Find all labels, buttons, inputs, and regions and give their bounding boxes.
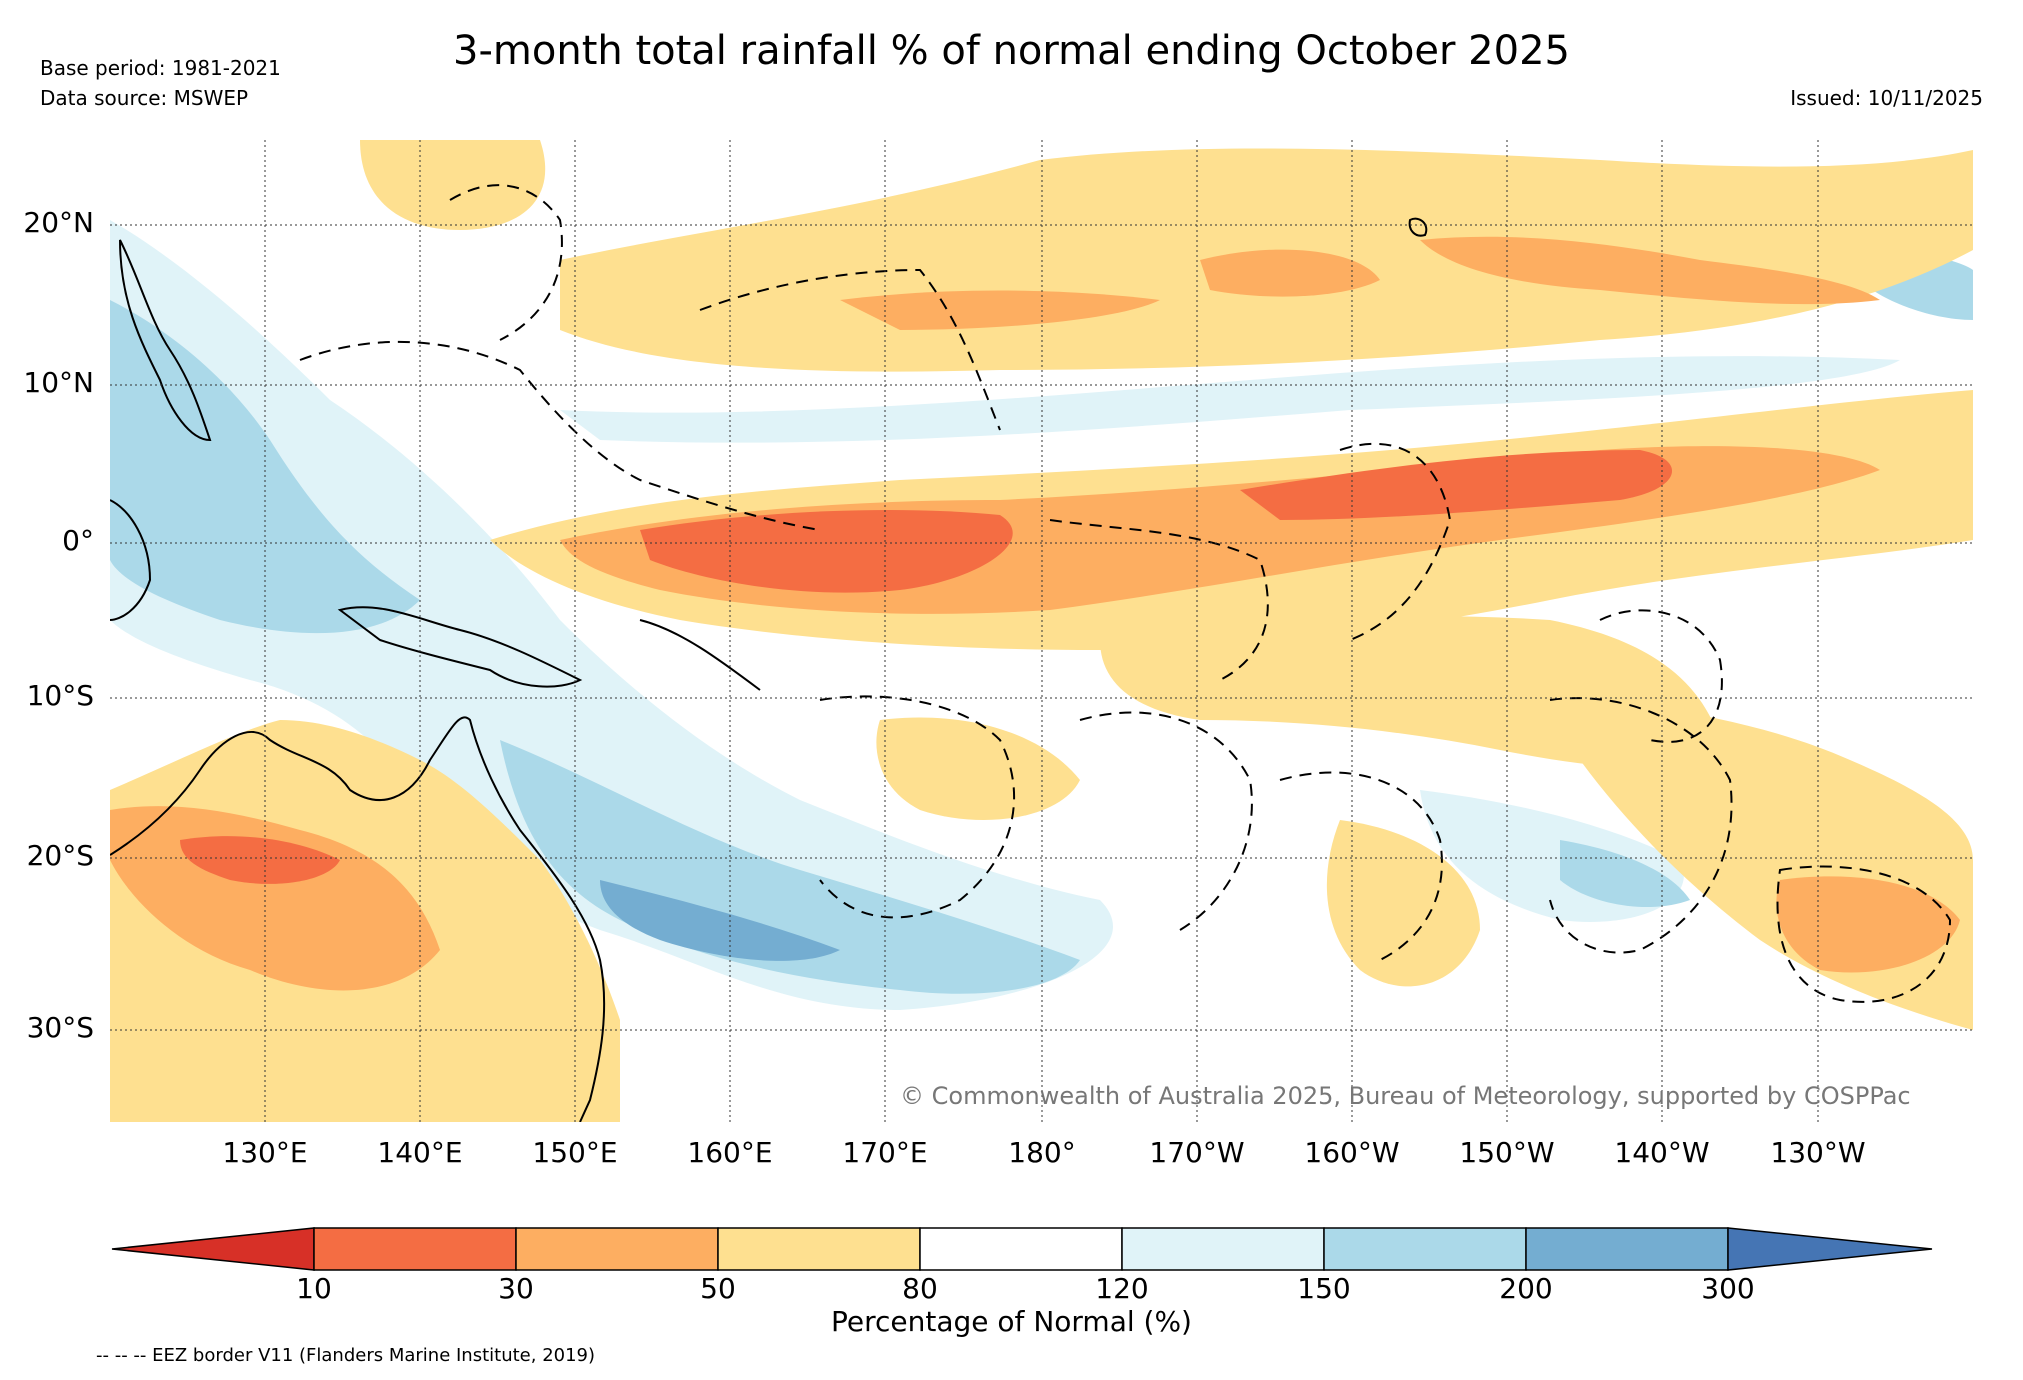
southeast-dry-core	[1776, 876, 1960, 973]
colorbar-segment-below-10	[111, 1227, 315, 1271]
chart-title: 3-month total rainfall % of normal endin…	[453, 28, 1570, 74]
lon-label-160w: 160°W	[1304, 1136, 1400, 1169]
solomons-coastline	[639, 619, 761, 691]
colorbar-title: Percentage of Normal (%)	[831, 1305, 1192, 1338]
eez-border-cooks	[1279, 771, 1443, 961]
australia-coastline	[110, 716, 606, 1122]
eez-border-vanuatu-fiji	[819, 695, 1015, 919]
lon-label-180: 180°	[1008, 1136, 1076, 1169]
lon-label-150w: 150°W	[1459, 1136, 1555, 1169]
colorbar	[111, 1227, 1933, 1271]
coral-sea-very-wet	[600, 880, 840, 961]
lat-label-20s: 20°S	[26, 839, 94, 872]
eez-border-kiribati	[1049, 519, 1269, 681]
equatorial-very-dry-east	[1240, 450, 1673, 520]
colorbar-segment-150-200	[1323, 1227, 1527, 1271]
eez-border-marshalls	[699, 268, 1001, 431]
papua-coastline	[337, 606, 583, 688]
north-tropics-wet-band	[560, 356, 1900, 443]
copyright-notice: © Commonwealth of Australia 2025, Bureau…	[900, 1082, 1911, 1110]
lat-label-0: 0°	[62, 524, 94, 557]
northeast-dry-core	[1420, 236, 1880, 305]
eez-border-tonga	[1079, 711, 1253, 931]
south-pacific-wet-core	[1560, 840, 1690, 908]
eez-border-line-islands	[1339, 442, 1452, 641]
lat-label-20n: 20°N	[23, 206, 94, 239]
lat-label-10s: 10°S	[26, 679, 94, 712]
hawaii-coastline	[1408, 217, 1428, 237]
lat-label-30s: 30°S	[26, 1011, 94, 1044]
lat-label-10n: 10°N	[23, 366, 94, 399]
lon-label-170e: 170°E	[842, 1136, 928, 1169]
rainfall-field	[110, 140, 1973, 1122]
hawaii-dry-core	[1200, 249, 1380, 297]
eez-footnote: -- -- -- EEZ border V11 (Flanders Marine…	[96, 1345, 596, 1366]
colorbar-tick-120: 120	[1095, 1272, 1149, 1305]
colorbar-segment-200-300	[1525, 1227, 1729, 1271]
coastlines	[110, 217, 1428, 1122]
base-period-text: Base period: 1981-2021	[40, 56, 281, 80]
lon-label-130w: 130°W	[1770, 1136, 1866, 1169]
colorbar-segment-30-50	[515, 1227, 719, 1271]
colorbar-tick-200: 200	[1499, 1272, 1553, 1305]
issued-date: Issued: 10/11/2025	[1790, 86, 1983, 110]
eez-border-marquesas	[1599, 609, 1723, 743]
eez-border-french-polynesia	[1549, 697, 1733, 954]
colorbar-tick-10: 10	[296, 1272, 332, 1305]
colorbar-tick-30: 30	[498, 1272, 534, 1305]
eez-border-micronesia	[299, 340, 821, 531]
southern-dry-patch-b	[876, 717, 1080, 820]
australia-very-dry	[180, 836, 340, 884]
colorbar-tick-80: 80	[902, 1272, 938, 1305]
data-source-text: Data source: MSWEP	[40, 86, 249, 110]
lon-label-140e: 140°E	[377, 1136, 463, 1169]
west-north-dry-patch	[360, 140, 546, 230]
borneo-coastline	[110, 499, 152, 621]
graticule	[110, 140, 1973, 1122]
northern-dry-core	[840, 290, 1160, 330]
colorbar-tick-150: 150	[1297, 1272, 1351, 1305]
colorbar-segment-120-150	[1121, 1227, 1325, 1271]
colorbar-tick-300: 300	[1701, 1272, 1755, 1305]
colorbar-tick-50: 50	[700, 1272, 736, 1305]
lon-label-140w: 140°W	[1614, 1136, 1710, 1169]
philippines-coastline	[119, 239, 212, 442]
equatorial-very-dry-west	[640, 510, 1013, 593]
lon-label-130e: 130°E	[222, 1136, 308, 1169]
colorbar-segment-50-80	[717, 1227, 921, 1271]
colorbar-segment-80-120	[919, 1227, 1123, 1271]
lon-label-150e: 150°E	[532, 1136, 618, 1169]
eez-border-guam	[449, 184, 563, 341]
lon-label-160e: 160°E	[687, 1136, 773, 1169]
lon-label-170w: 170°W	[1149, 1136, 1245, 1169]
eez-borders	[299, 184, 1952, 1003]
colorbar-segment-above-300	[1727, 1227, 1933, 1271]
colorbar-segment-10-30	[313, 1227, 517, 1271]
